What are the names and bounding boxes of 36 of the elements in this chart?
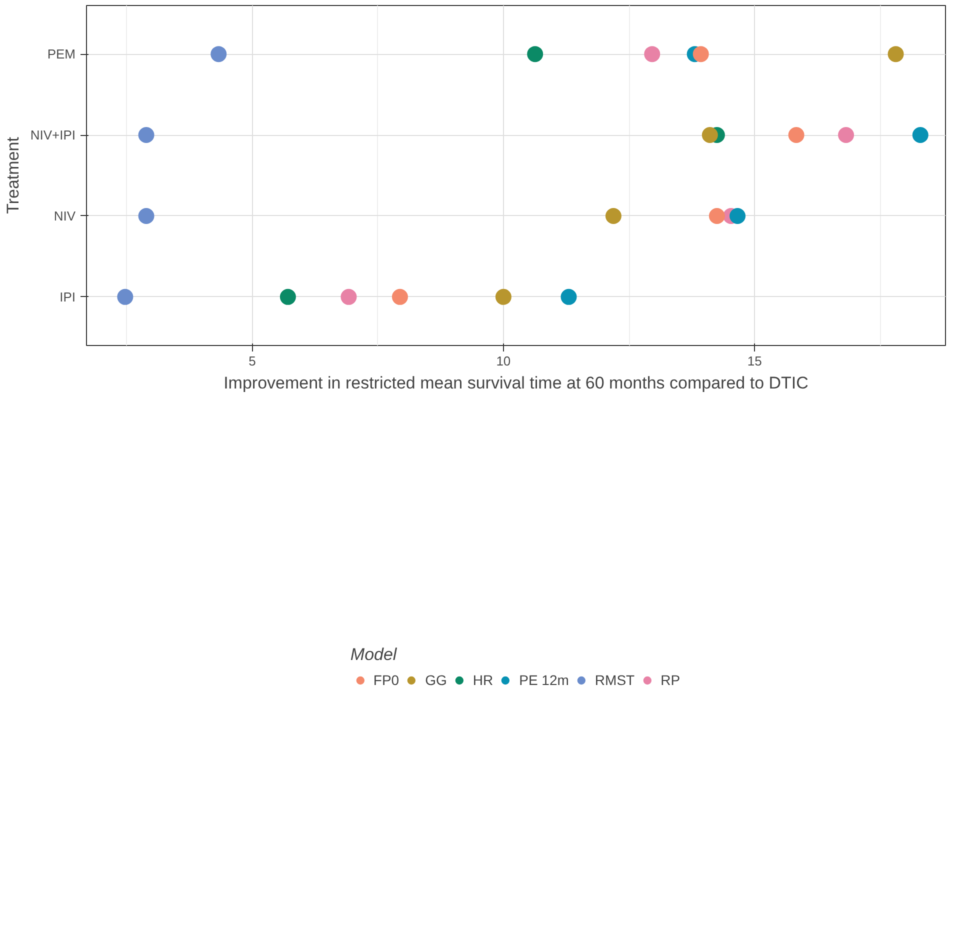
legend-label: PE 12m [519,672,569,688]
point [340,288,357,305]
legend-label: GG [425,672,447,688]
y-tick-label: NIV [54,208,76,224]
point [280,288,296,305]
x-tick-label: 10 [496,354,511,368]
point [117,288,134,305]
x-tick-label: 15 [747,354,762,368]
point [495,288,512,305]
x-tick-label: 5 [248,354,256,368]
point [605,208,622,224]
legend-label: RMST [594,672,635,688]
point [912,127,928,144]
point [702,127,718,144]
y-tick-label: NIV+IPI [30,128,76,143]
point [888,46,904,62]
legend-label: FP0 [373,672,400,688]
point [527,46,544,62]
y-axis-title: Treatment [3,136,22,214]
point [838,127,854,144]
y-tick-label: IPI [60,289,76,304]
point [392,288,408,305]
y-tick-label: PEM [47,46,76,62]
point [644,46,660,62]
point [560,288,577,305]
point [138,208,154,224]
point [708,208,725,224]
point [788,127,804,144]
point [730,208,746,224]
legend-label: HR [472,672,494,688]
x-axis-title: Improvement in restricted mean survival time at 60 months compared to DTIC [224,374,808,392]
point [692,46,709,62]
point [210,46,227,62]
point [138,127,154,144]
legend-title: Model [350,645,398,665]
legend-label: RP [660,672,681,688]
